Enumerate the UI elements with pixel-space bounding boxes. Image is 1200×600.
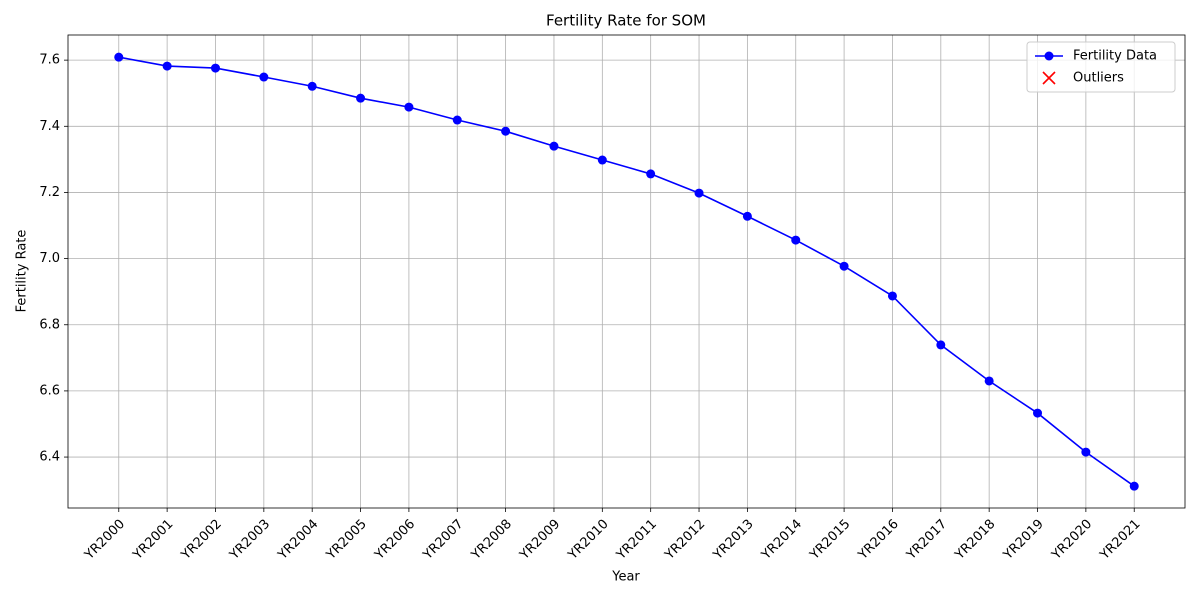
- data-point: [1033, 408, 1043, 418]
- data-point: [936, 340, 946, 350]
- data-point: [452, 115, 462, 125]
- data-point: [839, 261, 849, 271]
- data-point: [1129, 481, 1139, 491]
- data-point: [210, 63, 220, 73]
- y-tick-label: 7.6: [39, 53, 60, 68]
- chart-title: Fertility Rate for SOM: [546, 12, 706, 30]
- data-point: [791, 235, 801, 245]
- data-point: [356, 93, 366, 103]
- y-tick-label: 7.2: [39, 185, 60, 200]
- data-point: [646, 169, 656, 179]
- legend-marker: [1044, 51, 1054, 61]
- data-point: [742, 211, 752, 221]
- legend: Fertility Data Outliers: [1026, 41, 1176, 93]
- data-point: [404, 102, 414, 112]
- x-axis-label: Year: [611, 570, 640, 585]
- data-line: [118, 56, 1135, 487]
- data-point: [259, 72, 269, 82]
- legend-marker: [1042, 71, 1056, 85]
- legend-label: Fertility Data: [1073, 49, 1157, 64]
- data-point: [307, 81, 317, 91]
- legend-label: Outliers: [1073, 71, 1124, 86]
- data-point: [887, 291, 897, 301]
- y-axis-label: Fertility Rate: [15, 230, 30, 313]
- data-point: [597, 155, 607, 165]
- y-tick-label: 6.8: [39, 317, 60, 332]
- y-tick-label: 6.6: [39, 383, 60, 398]
- data-point: [501, 126, 511, 136]
- legend-box: [1026, 41, 1176, 93]
- data-point: [549, 141, 559, 151]
- data-point: [1081, 447, 1091, 457]
- y-tick-label: 7.0: [39, 251, 60, 266]
- data-point: [694, 188, 704, 198]
- data-point: [984, 376, 994, 386]
- y-tick-label: 6.4: [39, 450, 60, 465]
- y-tick-label: 7.4: [39, 119, 60, 134]
- plot-frame: [67, 34, 1186, 509]
- data-point: [114, 52, 124, 62]
- data-point: [162, 61, 172, 71]
